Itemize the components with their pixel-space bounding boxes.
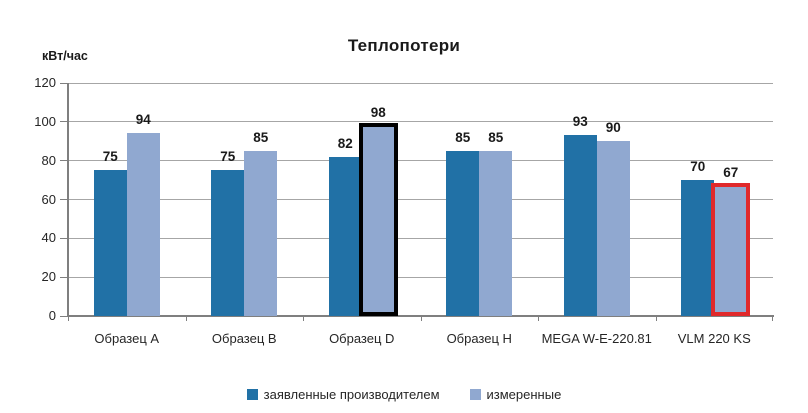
bar-value-label: 93 <box>572 114 588 130</box>
y-axis-tick <box>60 199 68 200</box>
legend: заявленные производителем измеренные <box>0 387 808 402</box>
x-axis-tick <box>185 316 187 321</box>
y-tick-label: 100 <box>34 113 56 129</box>
y-axis-tick <box>60 160 68 162</box>
x-axis-tick <box>772 316 773 321</box>
legend-label: измеренные <box>486 387 562 402</box>
bar-заявленные-5 <box>681 180 715 316</box>
x-category-label: MEGA W-E-220.81 <box>541 331 652 346</box>
bar-value-label: 98 <box>370 104 386 120</box>
x-axis-tick <box>420 316 422 321</box>
bar-измеренные-3 <box>479 150 513 316</box>
bar-заявленные-1 <box>211 170 245 316</box>
y-tick-label: 60 <box>41 191 56 207</box>
gridline <box>68 199 773 200</box>
bar-value-label: 90 <box>605 120 621 136</box>
chart-title: Теплопотери <box>347 36 461 55</box>
legend-swatch <box>246 389 258 400</box>
bar-измеренные-0 <box>126 133 160 316</box>
y-tick-label: 40 <box>41 230 56 246</box>
bar-измеренные-1 <box>244 150 278 316</box>
y-tick-label: 20 <box>41 269 56 285</box>
x-category-label: Образец A <box>94 331 160 346</box>
x-category-label: Образец B <box>211 331 277 346</box>
legend-swatch <box>469 389 481 400</box>
bar-value-label: 75 <box>220 149 236 165</box>
x-axis-tick <box>655 316 657 321</box>
y-axis-tick <box>60 82 68 84</box>
y-axis-tick <box>60 121 68 123</box>
gridline <box>68 121 773 123</box>
y-tick-label: 0 <box>48 308 56 323</box>
bar-заявленные-3 <box>446 150 480 316</box>
bar-value-label: 67 <box>723 164 739 180</box>
x-category-label: Образец D <box>329 331 395 346</box>
x-category-label: VLM 220 KS <box>677 331 751 346</box>
legend-label: заявленные производителем <box>263 387 440 402</box>
legend-item: измеренные <box>469 387 562 402</box>
bar-value-label: 75 <box>102 149 118 165</box>
bar-value-label: 85 <box>488 129 504 145</box>
x-category-label: Образец H <box>446 331 512 346</box>
bar-измеренные-2 <box>361 125 395 316</box>
x-axis-tick <box>538 316 539 321</box>
bar-заявленные-0 <box>93 170 127 316</box>
x-axis-tick <box>68 316 69 321</box>
y-axis-tick <box>60 276 68 278</box>
y-axis-tick <box>60 237 68 239</box>
y-axis-line <box>67 83 69 316</box>
bar-value-label: 82 <box>337 135 353 151</box>
highlight-outline <box>711 182 751 316</box>
bar-value-label: 85 <box>253 129 269 145</box>
plot-area: 0 20 40 60 80 100 120 75 94 Образец A 75 85 Образец … <box>34 75 774 346</box>
gridline <box>68 82 773 84</box>
y-axis-unit-label: кВт/час <box>42 49 88 63</box>
y-tick-label: 120 <box>34 75 56 90</box>
bar-value-label: 85 <box>455 129 471 145</box>
bar-заявленные-2 <box>328 156 362 316</box>
bar-value-label: 94 <box>135 112 151 128</box>
highlight-outline <box>358 122 398 316</box>
bar-заявленные-4 <box>563 135 597 316</box>
gridline <box>68 276 773 278</box>
gridline <box>68 237 773 239</box>
x-axis-tick <box>303 316 304 321</box>
gridline <box>68 160 773 162</box>
bar-измеренные-5 <box>714 185 748 316</box>
legend-item: заявленные производителем <box>246 387 440 402</box>
y-axis-tick <box>60 315 68 317</box>
y-tick-label: 80 <box>41 152 56 168</box>
bar-value-label: 70 <box>690 159 706 175</box>
bar-измеренные-4 <box>596 141 630 316</box>
